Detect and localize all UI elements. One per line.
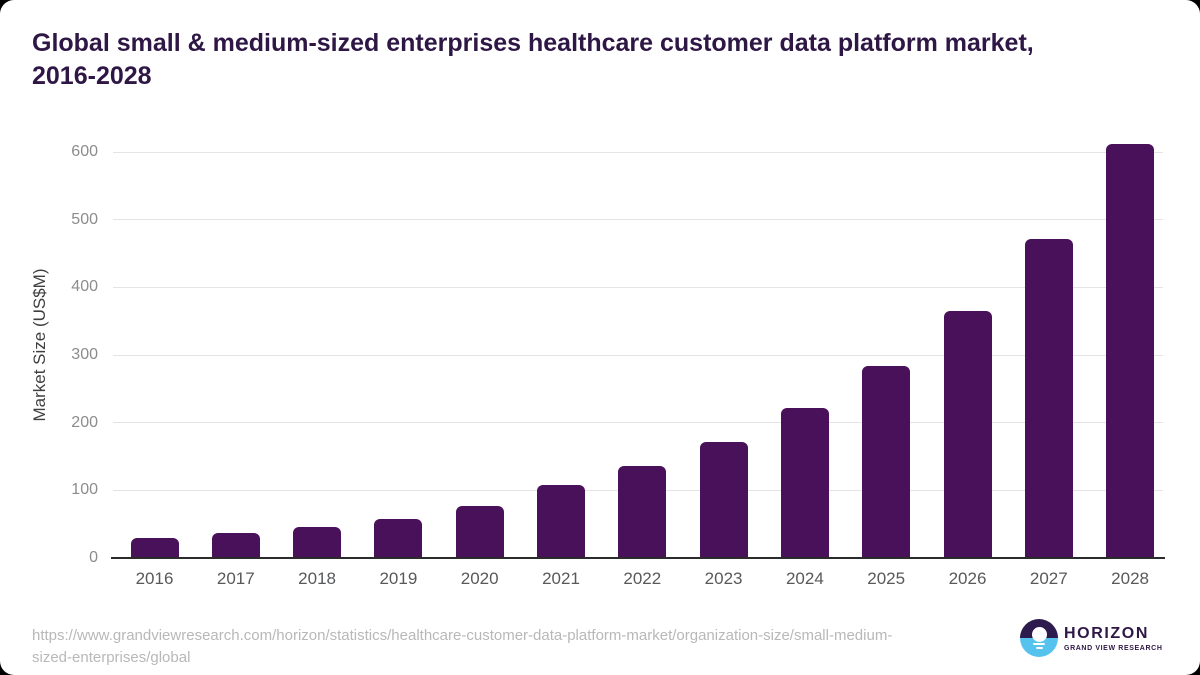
bar-2028 — [1106, 144, 1155, 558]
source-url: https://www.grandviewresearch.com/horizo… — [32, 625, 962, 669]
bar-2023 — [699, 442, 748, 558]
bar-2019 — [374, 519, 423, 558]
horizon-logo-text: HORIZON GRAND VIEW RESEARCH — [1064, 625, 1163, 652]
bar-2024 — [780, 408, 829, 558]
gridline-400 — [113, 286, 1163, 288]
sun-reflection-icon — [1033, 642, 1045, 646]
gridline-300 — [113, 354, 1163, 356]
y-tick-label-500: 500 — [71, 210, 98, 228]
logo-sub-brand: GRAND VIEW RESEARCH — [1064, 645, 1163, 652]
x-tick-label-2024: 2024 — [785, 569, 824, 588]
y-tick-label-400: 400 — [71, 278, 98, 296]
x-tick-label-2018: 2018 — [298, 569, 336, 588]
bar-2026 — [943, 311, 992, 558]
bar-2017 — [211, 533, 260, 558]
source-url-line-1: https://www.grandviewresearch.com/horizo… — [32, 627, 893, 644]
y-tick-label-200: 200 — [71, 413, 98, 431]
bar-2018 — [293, 527, 342, 558]
x-tick-label-2021: 2021 — [542, 569, 580, 588]
y-tick-label-0: 0 — [89, 549, 98, 566]
x-tick-label-2020: 2020 — [460, 569, 499, 588]
x-tick-label-2027: 2027 — [1029, 569, 1068, 588]
y-tick-label-600: 600 — [71, 143, 98, 160]
bar-2016 — [130, 538, 179, 558]
y-tick-label-300: 300 — [71, 346, 98, 363]
sun-icon — [1031, 627, 1047, 642]
bar-2021 — [537, 485, 585, 558]
bar-2025 — [862, 366, 911, 558]
bar-2022 — [618, 466, 667, 558]
sun-reflection-icon — [1035, 646, 1043, 649]
horizon-logo-icon — [1020, 619, 1058, 657]
y-tick-label-100: 100 — [71, 481, 98, 499]
x-tick-label-2022: 2022 — [623, 569, 662, 588]
x-tick-label-2026: 2026 — [948, 569, 987, 588]
chart-title-line-2: 2016-2028 — [32, 62, 152, 90]
gridline-200 — [113, 422, 1163, 424]
chart-title: Global small & medium-sized enterprises … — [32, 27, 1182, 93]
chart-title-line-1: Global small & medium-sized enterprises … — [32, 29, 1034, 57]
x-tick-label-2023: 2023 — [704, 569, 743, 588]
horizon-logo: HORIZON GRAND VIEW RESEARCH — [1020, 619, 1190, 659]
x-tick-label-2028: 2028 — [1111, 569, 1149, 588]
bar-2027 — [1024, 239, 1073, 558]
bar-2020 — [455, 506, 504, 558]
source-url-line-2: sized-enterprises/global — [32, 649, 191, 666]
x-tick-label-2017: 2017 — [216, 569, 255, 588]
x-tick-label-2025: 2025 — [867, 569, 906, 588]
logo-brand-name: HORIZON — [1064, 625, 1149, 642]
gridline-600 — [113, 151, 1163, 153]
x-tick-label-2019: 2019 — [379, 569, 418, 588]
x-tick-label-2016: 2016 — [135, 569, 174, 588]
gridline-500 — [113, 219, 1163, 221]
x-axis-line — [111, 557, 1165, 559]
